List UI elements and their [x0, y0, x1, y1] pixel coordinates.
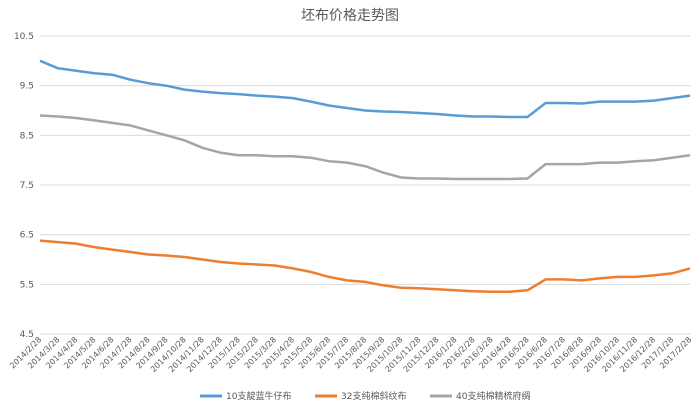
gridlines — [40, 35, 690, 335]
y-tick-label: 7.5 — [20, 181, 34, 191]
series-line-3 — [39, 114, 691, 181]
series-lines — [39, 59, 691, 294]
y-tick-label: 6.5 — [20, 231, 34, 241]
y-tick-label: 10.5 — [14, 32, 34, 42]
y-axis-ticks: 4.5 5.5 6.5 7.5 8.5 9.5 10.5 — [14, 32, 34, 340]
chart-title: 坯布价格走势图 — [301, 8, 399, 24]
y-tick-label: 5.5 — [20, 280, 34, 290]
legend-label: 10支靛蓝牛仔布 — [226, 390, 291, 402]
legend: 10支靛蓝牛仔布 32支纯棉斜纹布 40支纯棉精梳府绸 — [200, 390, 530, 402]
y-tick-label: 4.5 — [20, 330, 34, 340]
x-axis-ticks: 2014/2/282014/3/282014/4/282014/5/282014… — [8, 335, 693, 374]
legend-label: 32支纯棉斜纹布 — [341, 390, 406, 402]
y-tick-label: 8.5 — [20, 131, 34, 141]
series-line-2 — [39, 239, 691, 294]
y-tick-label: 9.5 — [20, 82, 34, 92]
legend-label: 40支纯棉精梳府绸 — [456, 390, 530, 402]
series-line-1 — [39, 59, 691, 119]
